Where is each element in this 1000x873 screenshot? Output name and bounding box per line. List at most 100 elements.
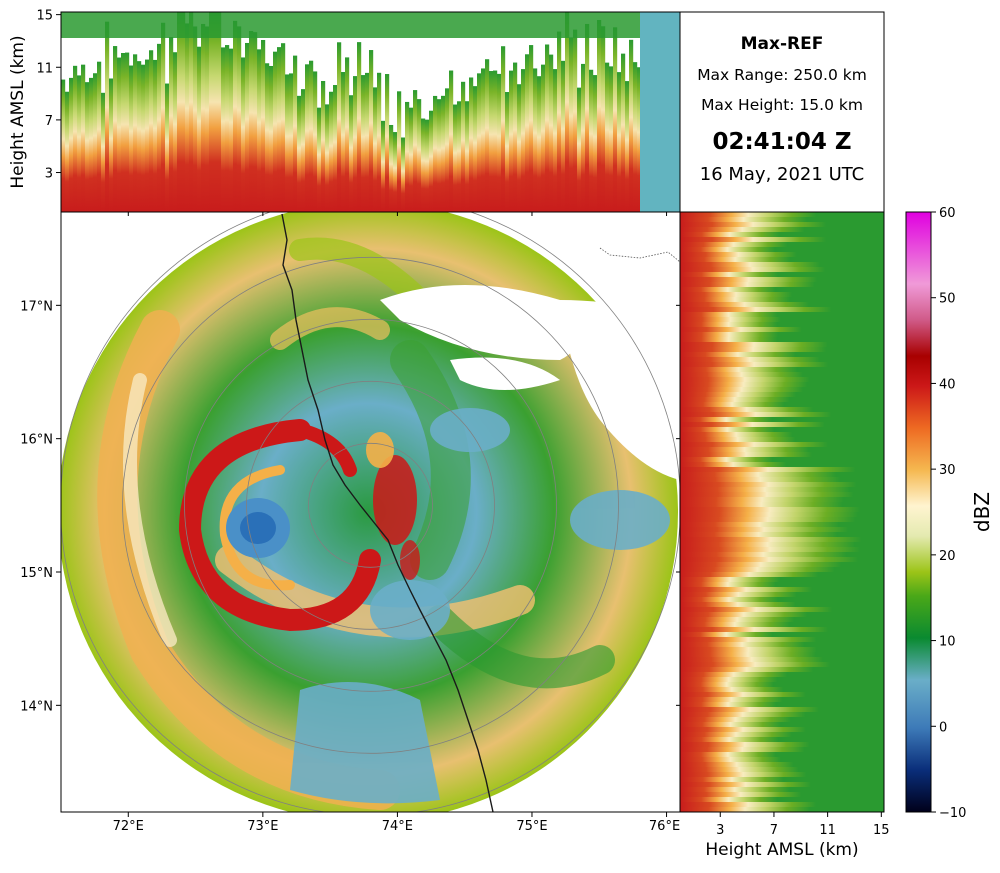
top-column (405, 101, 410, 212)
top-column (61, 79, 66, 212)
right-row (680, 287, 776, 293)
right-row (680, 247, 775, 253)
right-row (680, 322, 778, 328)
right-row (680, 387, 804, 393)
top-column (93, 73, 98, 212)
right-row (680, 687, 784, 693)
top-column (173, 52, 178, 212)
top-column (573, 29, 578, 212)
rain-bands (97, 237, 615, 810)
top-column (141, 64, 146, 212)
right-row (680, 787, 790, 793)
right-row (680, 567, 835, 573)
top-panel-ylabel: Height AMSL (km) (8, 35, 28, 188)
top-column (129, 65, 134, 212)
right-row (680, 572, 819, 578)
right-row (680, 497, 844, 503)
top-column (249, 31, 254, 212)
right-row (680, 802, 817, 808)
top-column (85, 82, 90, 212)
colorbar-tick-label: 60 (939, 206, 956, 221)
top-column (385, 74, 390, 212)
right-row (680, 402, 785, 408)
cyclone-spiral (178, 419, 381, 632)
right-row (680, 327, 802, 333)
right-row (680, 392, 797, 398)
top-column (73, 65, 78, 212)
top-column (189, 12, 194, 212)
top-column (197, 46, 202, 212)
top-column (213, 12, 218, 212)
top-column (569, 37, 574, 212)
right-row (680, 592, 797, 598)
top-column (201, 23, 206, 212)
right-row (680, 357, 820, 363)
right-row (680, 657, 823, 663)
right-row (680, 312, 778, 318)
top-column (541, 64, 546, 212)
right-xtick-label: 3 (716, 823, 724, 838)
colorbar-tick-label: 50 (939, 292, 956, 307)
top-column (121, 52, 126, 212)
top-column (157, 43, 162, 212)
right-row (680, 487, 850, 493)
right-row (680, 432, 793, 438)
top-column (169, 37, 174, 212)
right-row (680, 302, 809, 308)
top-column (433, 95, 438, 212)
map-panel (61, 212, 680, 812)
right-row (680, 627, 828, 633)
low-reflectivity-areas (290, 408, 670, 804)
right-row (680, 292, 793, 298)
top-column (465, 101, 470, 212)
right-row (680, 482, 857, 488)
right-row (680, 342, 828, 348)
right-row (680, 527, 849, 533)
top-column (77, 75, 82, 212)
top-column (513, 62, 518, 212)
top-column (285, 74, 290, 212)
top-column (365, 72, 370, 212)
top-column (521, 69, 526, 212)
top-column (369, 50, 374, 212)
top-column (209, 12, 214, 212)
top-height-panel (61, 12, 680, 212)
top-column (397, 91, 402, 212)
top-column (425, 119, 430, 212)
right-row (680, 597, 779, 603)
top-column (525, 54, 530, 212)
right-row (680, 582, 776, 588)
top-column (381, 120, 386, 212)
top-column (229, 48, 234, 212)
top-column (377, 72, 382, 212)
top-column (441, 95, 446, 212)
right-row (680, 347, 827, 353)
top-column (621, 53, 626, 212)
top-ytick-label: 11 (36, 61, 53, 76)
top-column (329, 91, 334, 212)
top-column (193, 26, 198, 212)
axis-ticks (56, 14, 936, 817)
top-column (325, 104, 330, 212)
top-column (317, 107, 322, 212)
state-border (599, 247, 680, 263)
top-column (341, 72, 346, 212)
top-column (297, 95, 302, 212)
right-row (680, 742, 810, 748)
right-panel-frame (679, 211, 885, 813)
right-row (680, 752, 776, 758)
right-row (680, 587, 813, 593)
colorbar-tick-label: −10 (939, 806, 966, 821)
top-column (65, 91, 70, 212)
top-column (493, 70, 498, 212)
top-column (457, 101, 462, 212)
top-column (461, 81, 466, 212)
top-column (321, 80, 326, 212)
top-column (633, 62, 638, 212)
top-column (545, 44, 550, 212)
right-row (680, 377, 810, 383)
top-column (549, 54, 554, 212)
right-row (680, 602, 796, 608)
right-row (680, 547, 860, 553)
